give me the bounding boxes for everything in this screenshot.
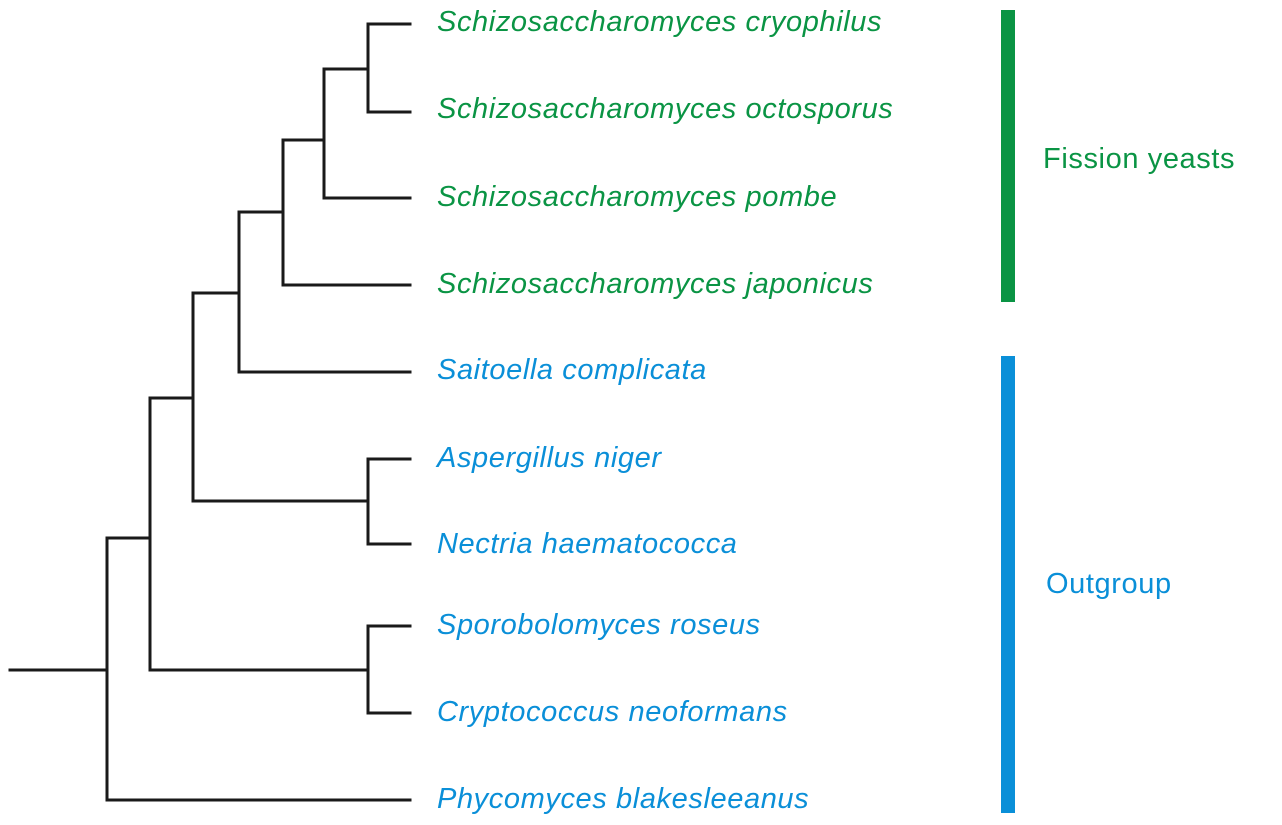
fission-yeasts-bracket xyxy=(1001,10,1015,302)
taxon-label: Aspergillus niger xyxy=(435,442,662,474)
outgroup-label: Outgroup xyxy=(1046,568,1172,600)
group-brackets xyxy=(1001,10,1015,813)
taxon-label: Schizosaccharomyces pombe xyxy=(437,181,837,213)
outgroup-bracket xyxy=(1001,356,1015,813)
taxon-label: Sporobolomyces roseus xyxy=(437,609,761,641)
group-labels: Fission yeasts Outgroup xyxy=(1043,143,1235,600)
taxon-label: Schizosaccharomyces octosporus xyxy=(437,93,893,125)
taxon-label: Cryptococcus neoformans xyxy=(437,696,788,728)
taxon-label: Phycomyces blakesleeanus xyxy=(437,783,809,815)
taxon-label: Schizosaccharomyces japonicus xyxy=(437,268,873,300)
taxon-labels: Schizosaccharomyces cryophilus Schizosac… xyxy=(435,6,893,815)
taxon-label: Nectria haematococca xyxy=(437,528,738,560)
fission-yeasts-label: Fission yeasts xyxy=(1043,143,1235,175)
taxon-label: Saitoella complicata xyxy=(437,354,707,386)
taxon-label: Schizosaccharomyces cryophilus xyxy=(437,6,882,38)
tree-branches xyxy=(8,22,412,802)
